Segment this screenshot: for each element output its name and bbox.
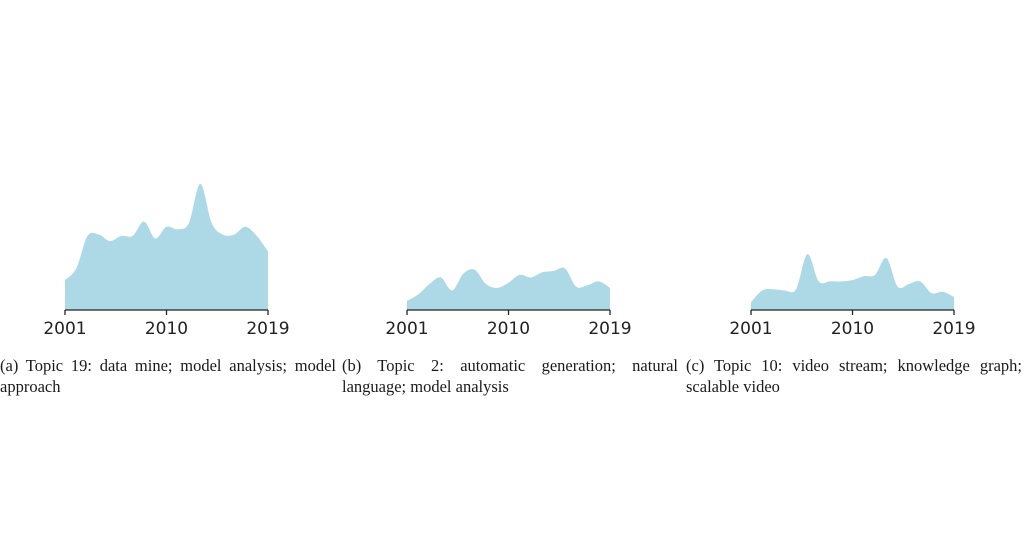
x-tick-label-c-1: 2010 bbox=[831, 319, 874, 339]
area-series-b bbox=[407, 267, 610, 310]
x-tick-label-b-0: 2001 bbox=[385, 319, 428, 339]
caption-b: (b) Topic 2: automatic generation; natur… bbox=[342, 356, 678, 396]
chart-panel-b: 2001 2010 2019 (b) Topic 2: automatic gene… bbox=[342, 150, 682, 400]
area-chart-b: 2001 2010 2019 bbox=[385, 267, 632, 339]
area-series-a bbox=[65, 183, 268, 310]
x-tick-label-c-2: 2019 bbox=[932, 319, 975, 339]
x-tick-label-a-1: 2010 bbox=[145, 319, 188, 339]
area-series-c bbox=[751, 254, 954, 310]
x-tick-label-a-2: 2019 bbox=[246, 319, 289, 339]
chart-panel-c: 2001 2010 2019 (c) Topic 10: video stream;… bbox=[686, 150, 1026, 400]
x-tick-label-b-2: 2019 bbox=[588, 319, 631, 339]
x-tick-label-b-1: 2010 bbox=[487, 319, 530, 339]
caption-a: (a) Topic 19: data mine; model analysis;… bbox=[0, 356, 336, 396]
caption-c: (c) Topic 10: video stream; knowledge gr… bbox=[686, 356, 1022, 396]
x-tick-label-a-0: 2001 bbox=[43, 319, 86, 339]
x-tick-label-c-0: 2001 bbox=[729, 319, 772, 339]
chart-panel-a: 2001 2010 2019 (a) Topic 19: data mine; mo… bbox=[0, 150, 340, 400]
area-chart-c: 2001 2010 2019 bbox=[729, 254, 976, 339]
area-chart-a: 2001 2010 2019 bbox=[43, 183, 290, 339]
